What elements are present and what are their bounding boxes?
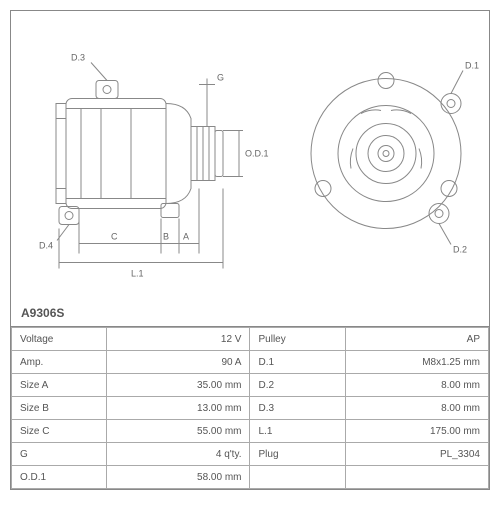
spec-label-right: D.3 (250, 397, 345, 420)
spec-row: Size A35.00 mmD.28.00 mm (12, 374, 489, 397)
spec-row: Voltage12 VPulleyAP (12, 328, 489, 351)
spec-row: O.D.158.00 mm (12, 466, 489, 489)
spec-row: Size C55.00 mmL.1175.00 mm (12, 420, 489, 443)
spec-row: G4 q'ty.PlugPL_3304 (12, 443, 489, 466)
spec-row: Amp.90 AD.1M8x1.25 mm (12, 351, 489, 374)
spec-value-right: M8x1.25 mm (345, 351, 488, 374)
spec-value-right: 175.00 mm (345, 420, 488, 443)
dim-a: A (183, 232, 189, 242)
dim-l1: L.1 (131, 269, 144, 279)
spec-label-right: D.1 (250, 351, 345, 374)
dim-c: C (111, 232, 118, 242)
part-number: A9306S (21, 306, 64, 320)
spec-value-left: 12 V (107, 328, 250, 351)
drawings-panel: D.3 G O.D.1 D.4 (11, 11, 489, 327)
spec-label-left: Size A (12, 374, 107, 397)
dim-b: B (163, 232, 169, 242)
spec-label-left: Voltage (12, 328, 107, 351)
spec-value-right: 8.00 mm (345, 397, 488, 420)
dim-d2: D.2 (453, 245, 467, 255)
spec-table: Voltage12 VPulleyAPAmp.90 AD.1M8x1.25 mm… (11, 327, 489, 489)
spec-value-left: 58.00 mm (107, 466, 250, 489)
spec-value-right: PL_3304 (345, 443, 488, 466)
spec-value-right: 8.00 mm (345, 374, 488, 397)
spec-value-right: AP (345, 328, 488, 351)
technical-drawing: D.3 G O.D.1 D.4 (11, 11, 489, 326)
spec-label-right: D.2 (250, 374, 345, 397)
spec-value-left: 4 q'ty. (107, 443, 250, 466)
spec-label-left: G (12, 443, 107, 466)
spec-label-right: Pulley (250, 328, 345, 351)
spec-value-left: 55.00 mm (107, 420, 250, 443)
spec-label-left: Size C (12, 420, 107, 443)
side-view: D.3 G O.D.1 D.4 (39, 53, 269, 279)
spec-row: Size B13.00 mmD.38.00 mm (12, 397, 489, 420)
spec-label-right: L.1 (250, 420, 345, 443)
spec-label-right: Plug (250, 443, 345, 466)
front-view: D.1 D.2 (311, 61, 479, 255)
dim-g: G (217, 73, 224, 83)
spec-label-left: Size B (12, 397, 107, 420)
spec-value-right (345, 466, 488, 489)
spec-value-left: 35.00 mm (107, 374, 250, 397)
dim-d1: D.1 (465, 61, 479, 71)
spec-label-right (250, 466, 345, 489)
spec-sheet: D.3 G O.D.1 D.4 (10, 10, 490, 490)
spec-value-left: 13.00 mm (107, 397, 250, 420)
dim-d4: D.4 (39, 241, 53, 251)
dim-od1: O.D.1 (245, 149, 269, 159)
spec-label-left: Amp. (12, 351, 107, 374)
spec-label-left: O.D.1 (12, 466, 107, 489)
spec-value-left: 90 A (107, 351, 250, 374)
dim-d3: D.3 (71, 53, 85, 63)
